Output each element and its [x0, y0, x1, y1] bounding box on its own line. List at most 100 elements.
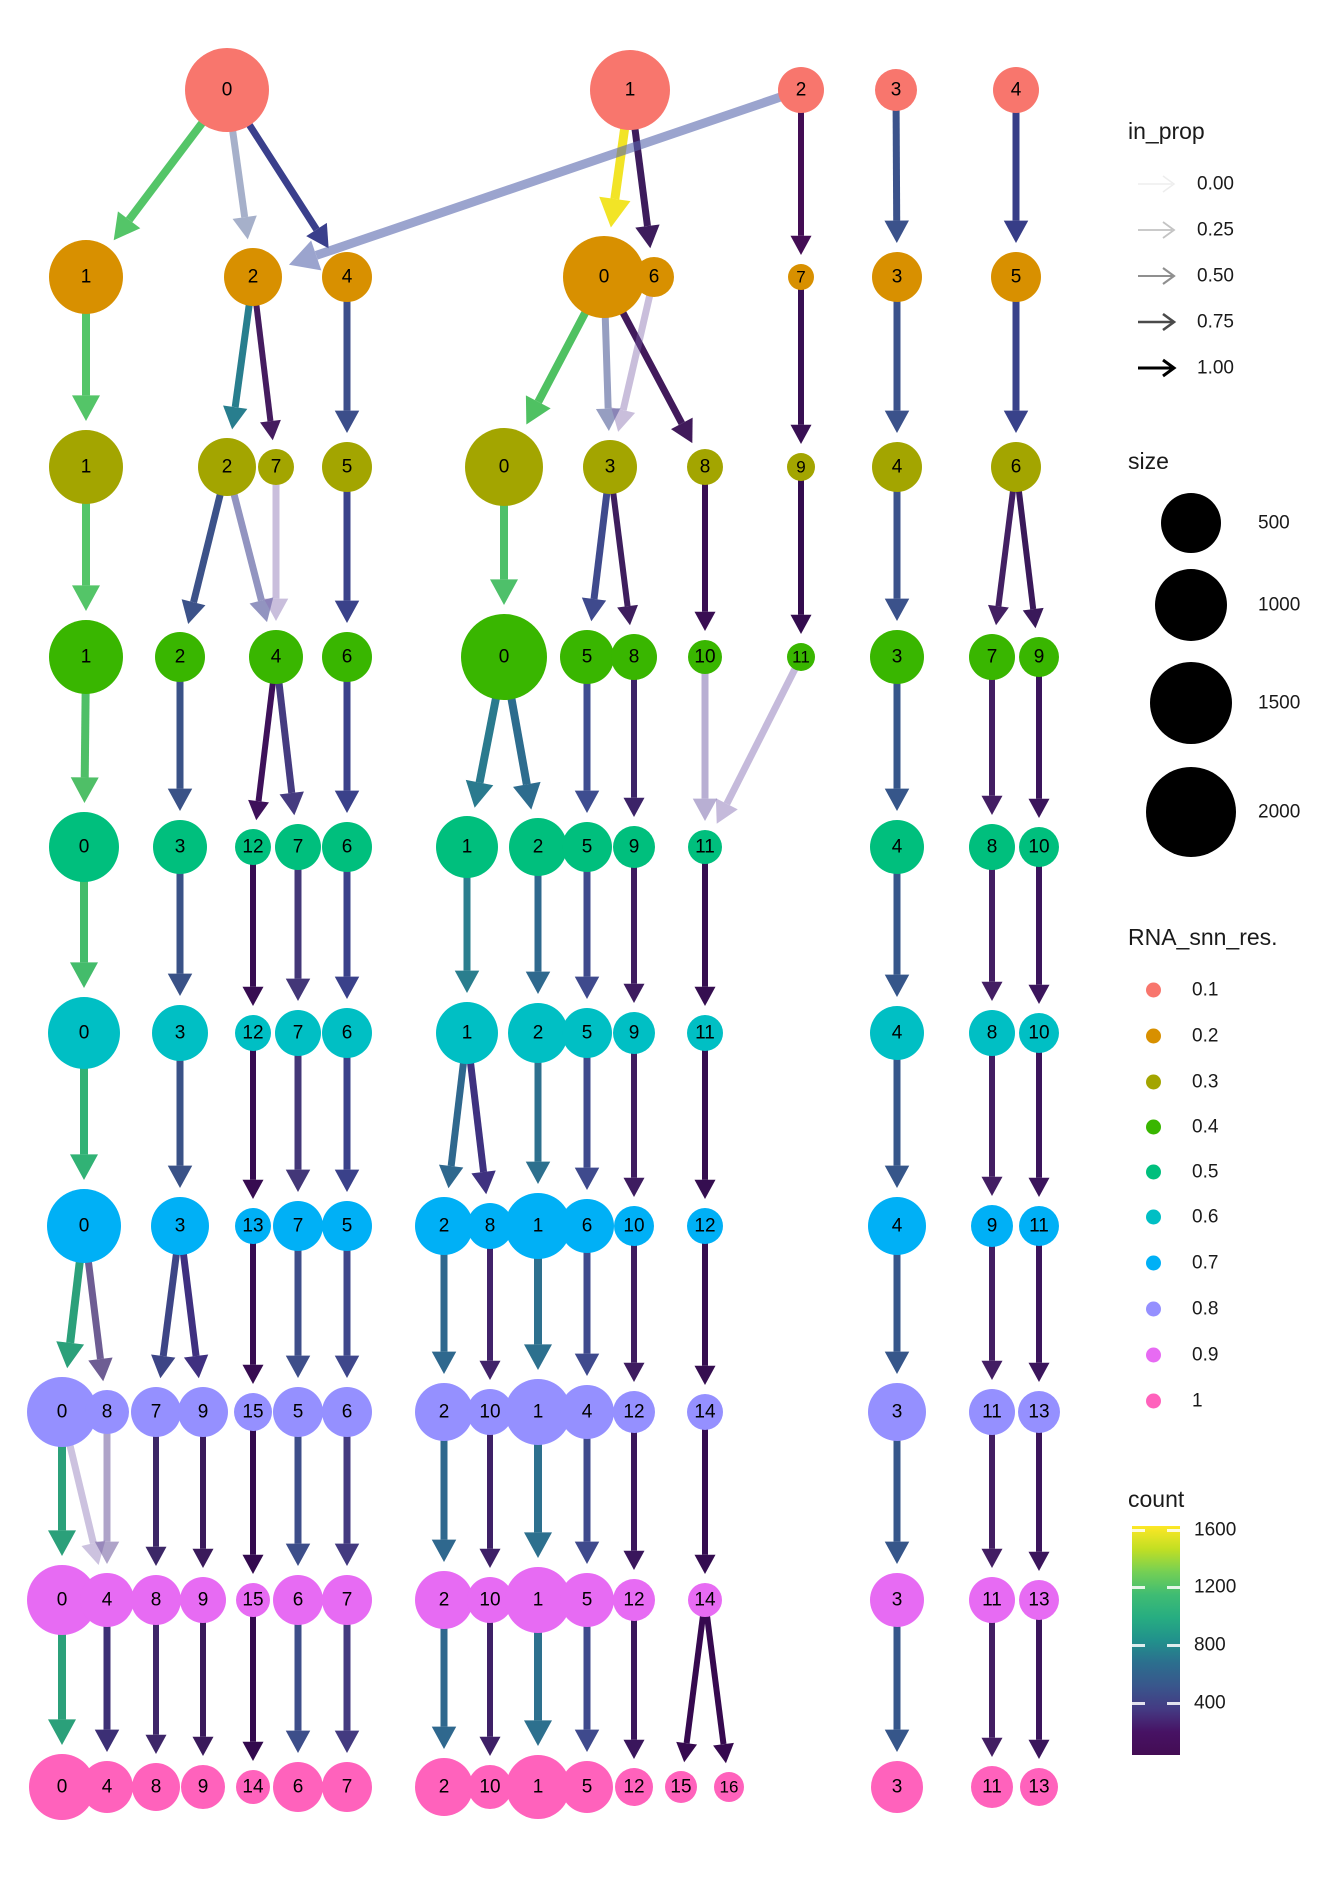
cluster-node-label: 3 [175, 1023, 186, 1044]
cluster-node-label: 9 [1034, 647, 1045, 668]
cluster-node-label: 13 [1028, 1590, 1049, 1611]
cluster-node-label: 6 [582, 1216, 593, 1237]
cluster-node-label: 3 [175, 1216, 186, 1237]
cluster-node [436, 1002, 498, 1064]
colorbar-tick [1167, 1702, 1180, 1705]
count-tick-label: 800 [1194, 1634, 1226, 1656]
cluster-node [611, 634, 657, 680]
cluster-node-label: 7 [293, 837, 304, 858]
cluster-node [275, 1010, 321, 1056]
cluster-node [198, 438, 256, 496]
cluster-node-label: 0 [79, 1023, 90, 1044]
cluster-node-label: 11 [982, 1777, 1002, 1798]
cluster-edge [623, 1226, 645, 1382]
res-dot-icon [1146, 1301, 1161, 1317]
inprop-arrow-icon [1138, 221, 1176, 239]
cluster-node [468, 1765, 512, 1809]
cluster-node [1019, 827, 1059, 867]
cluster-node-label: 10 [479, 1777, 500, 1798]
cluster-node-label: 2 [439, 1402, 450, 1423]
cluster-node [275, 824, 321, 870]
res-item-label: 1 [1192, 1390, 1203, 1412]
cluster-node [870, 630, 924, 684]
cluster-node-label: 13 [242, 1216, 263, 1237]
cluster-edge [242, 1412, 264, 1574]
res-dot-icon [1146, 1347, 1161, 1363]
cluster-node-label: 5 [582, 1023, 593, 1044]
cluster-node-label: 2 [439, 1590, 450, 1611]
cluster-node-label: 12 [242, 837, 263, 858]
cluster-node [152, 1005, 208, 1061]
cluster-node [1019, 637, 1059, 677]
cluster-node [788, 264, 814, 290]
cluster-node [322, 1008, 372, 1058]
cluster-edge [263, 467, 289, 621]
cluster-node [560, 1573, 614, 1627]
res-dot-icon [1146, 1164, 1161, 1180]
cluster-node [688, 830, 722, 864]
cluster-node [258, 449, 294, 485]
cluster-node [583, 440, 637, 494]
cluster-node [29, 1754, 95, 1820]
cluster-node-label: 2 [533, 837, 544, 858]
cluster-node-label: 0 [222, 80, 233, 101]
cluster-node-label: 11 [695, 837, 715, 858]
cluster-node-label: 2 [175, 647, 186, 668]
cluster-edge [285, 847, 311, 1001]
cluster-node-label: 7 [293, 1216, 304, 1237]
cluster-node-label: 0 [79, 1216, 90, 1237]
cluster-node [273, 1201, 323, 1251]
cluster-edge [623, 657, 645, 817]
cluster-node [49, 812, 119, 882]
cluster-node [235, 1015, 271, 1051]
cluster-node [991, 252, 1041, 302]
res-dot-icon [1146, 1119, 1161, 1135]
cluster-edge [694, 467, 716, 631]
cluster-node-label: 9 [796, 458, 805, 477]
cluster-node-label: 1 [462, 837, 473, 858]
cluster-node [236, 1583, 270, 1617]
cluster-node [49, 430, 123, 504]
rna-legend-title: RNA_snn_res. [1128, 924, 1278, 950]
inprop-item-label: 0.00 [1197, 173, 1234, 195]
cluster-edge [242, 1033, 264, 1199]
cluster-node-label: 3 [892, 267, 903, 288]
inprop-item-label: 0.25 [1197, 219, 1234, 241]
cluster-node-label: 11 [982, 1402, 1002, 1423]
res-dot-icon [1146, 982, 1161, 998]
cluster-node [235, 829, 271, 865]
cluster-node-label: 15 [670, 1777, 691, 1798]
cluster-node-label: 6 [342, 647, 353, 668]
res-item-label: 0.1 [1192, 979, 1219, 1001]
cluster-node [971, 1205, 1013, 1247]
cluster-node-label: 9 [629, 837, 640, 858]
cluster-edge [1028, 847, 1050, 1004]
cluster-node [155, 632, 205, 682]
cluster-node [687, 1015, 723, 1051]
cluster-node [81, 1761, 133, 1813]
size-legend-title: size [1128, 448, 1169, 474]
cluster-node [870, 820, 924, 874]
cluster-edge [623, 1033, 645, 1197]
inprop-arrow-icon [1138, 312, 1177, 332]
cluster-node [151, 1197, 209, 1255]
cluster-node-label: 5 [1011, 267, 1022, 288]
cluster-node-label: 15 [242, 1590, 263, 1611]
count-tick-label: 400 [1194, 1692, 1226, 1714]
cluster-edge [1028, 1226, 1050, 1382]
cluster-node [687, 1208, 723, 1244]
cluster-edge [676, 1599, 708, 1763]
cluster-node-label: 12 [623, 1590, 644, 1611]
res-item-label: 0.9 [1192, 1344, 1219, 1366]
inprop-arrow-icon [1138, 267, 1176, 285]
res-dot-icon [1146, 1074, 1161, 1090]
cluster-node-label: 10 [1028, 837, 1049, 858]
cluster-node-label: 6 [649, 267, 660, 288]
cluster-node [870, 1573, 924, 1627]
cluster-node-label: 1 [533, 1216, 544, 1237]
res-dot-icon [1146, 1255, 1161, 1271]
cluster-node-label: 7 [796, 268, 805, 287]
cluster-node [415, 1383, 473, 1441]
cluster-node-label: 0 [499, 457, 510, 478]
cluster-node-label: 2 [439, 1777, 450, 1798]
